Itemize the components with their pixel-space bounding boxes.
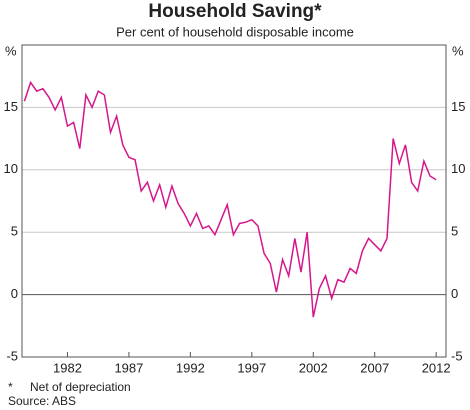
chart-subtitle: Per cent of household disposable income (116, 24, 354, 39)
y-tick-label: 10 (4, 161, 18, 176)
x-tick-label: 2012 (422, 360, 451, 375)
y-tick-label: 5 (11, 224, 18, 239)
x-tick-label: 2002 (299, 360, 328, 375)
y-tick-label-right: 5 (451, 224, 458, 239)
x-tick-label: 1992 (176, 360, 205, 375)
y-tick-label: -5 (6, 348, 18, 363)
plot-frame (21, 44, 447, 358)
y-tick-label: 0 (11, 286, 18, 301)
y-unit-left: % (5, 43, 17, 58)
x-tick-label: 1987 (114, 360, 143, 375)
source: Source: ABS (8, 394, 76, 408)
y-tick-label: 15 (4, 99, 18, 114)
x-tick-label: 1997 (237, 360, 266, 375)
footnote-marker: * (8, 380, 13, 394)
footnote: Net of depreciation (30, 380, 131, 394)
y-tick-label-right: -5 (451, 348, 463, 363)
y-tick-label-right: 10 (451, 161, 465, 176)
x-tick-label: 2007 (360, 360, 389, 375)
x-tick-label: 1982 (53, 360, 82, 375)
y-tick-label-right: 0 (451, 286, 458, 301)
y-unit-right: % (452, 43, 464, 58)
y-tick-label-right: 15 (451, 99, 465, 114)
chart-title: Household Saving* (148, 1, 322, 22)
saving-line (23, 80, 437, 318)
